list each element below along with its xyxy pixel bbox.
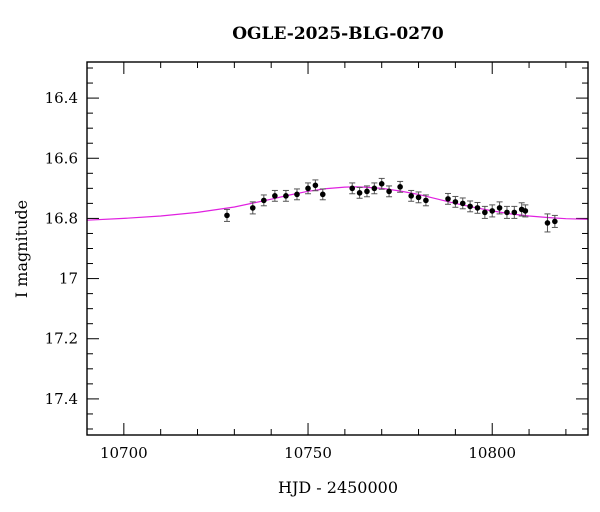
x-tick-label: 10800 (468, 444, 516, 462)
data-point (489, 208, 496, 214)
axis-ticks (86, 62, 588, 435)
y-tick-label: 17.4 (45, 390, 78, 408)
data-point (504, 209, 510, 216)
data-point (511, 209, 518, 216)
x-axis-label: HJD - 2450000 (278, 478, 398, 497)
data-point (294, 191, 300, 198)
y-axis-label: I magnitude (12, 200, 31, 298)
x-tick-label: 10750 (284, 444, 332, 462)
data-point (283, 193, 289, 199)
data-point (522, 208, 529, 214)
data-point (445, 196, 451, 202)
data-point (544, 220, 551, 226)
model-curve-group (86, 186, 589, 221)
data-point (408, 193, 414, 199)
y-tick-label: 16.6 (45, 149, 78, 167)
y-tick-label: 17 (59, 270, 78, 288)
data-point (415, 194, 422, 201)
data-point (378, 181, 385, 187)
y-tick-label: 16.8 (45, 209, 78, 227)
data-point (364, 188, 370, 195)
data-point (319, 191, 326, 198)
chart-title: OGLE-2025-BLG-0270 (232, 24, 444, 44)
data-point (452, 199, 459, 205)
data-point (249, 205, 256, 211)
axis-tick-labels: 10700 10750 10800 16.4 16.6 16.8 17 17.2 17.4 (45, 89, 516, 462)
data-point (349, 185, 356, 192)
data-point (224, 212, 230, 219)
model-curve (86, 186, 589, 221)
data-point (467, 203, 473, 210)
data-point (496, 205, 503, 211)
data-point (459, 200, 466, 207)
data-point (482, 209, 488, 216)
data-point (552, 218, 558, 225)
data-point (386, 188, 392, 195)
plot-frame (86, 61, 589, 436)
data-point (261, 197, 267, 204)
data-point (371, 185, 378, 192)
data-point (356, 190, 363, 196)
y-tick-label: 16.4 (45, 89, 78, 107)
x-tick-label: 10700 (100, 444, 148, 462)
data-point (474, 205, 481, 211)
y-tick-label: 17.2 (45, 330, 78, 348)
data-points (224, 181, 558, 226)
data-point (397, 184, 403, 190)
data-point (305, 185, 311, 192)
data-point (423, 197, 429, 204)
data-point (272, 193, 278, 199)
data-point (312, 182, 319, 189)
error-bars (223, 177, 558, 233)
